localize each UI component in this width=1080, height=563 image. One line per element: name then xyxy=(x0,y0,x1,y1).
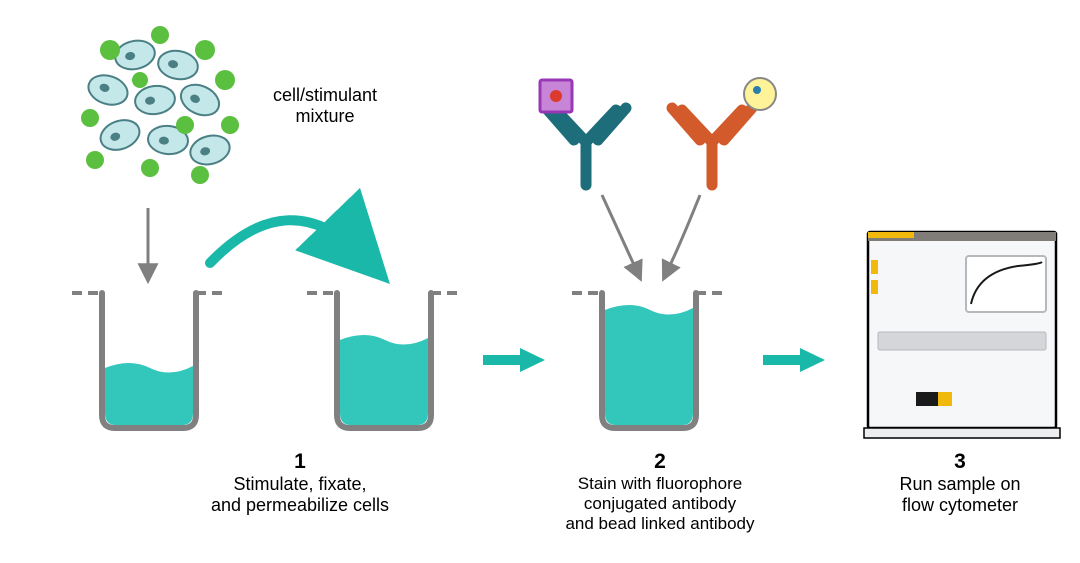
step2-label: 2 Stain with fluorophoreconjugated antib… xyxy=(530,450,790,534)
cell-mix-text: cell/stimulantmixture xyxy=(273,85,377,126)
step3-number: 3 xyxy=(954,450,966,473)
flow-cytometer-icon xyxy=(864,232,1060,438)
arrow-step-a-icon xyxy=(483,348,545,372)
step1-number: 1 xyxy=(294,450,306,473)
step2-text: Stain with fluorophoreconjugated antibod… xyxy=(565,474,754,533)
step1-text: Stimulate, fixate,and permeabilize cells xyxy=(211,474,389,515)
well-3-icon xyxy=(572,293,726,428)
step3-text: Run sample onflow cytometer xyxy=(899,474,1020,515)
cell-mix-label: cell/stimulantmixture xyxy=(250,85,400,127)
ab-arrow-right-icon xyxy=(664,195,700,278)
ab-arrow-left-icon xyxy=(602,195,640,278)
arrow-step-b-icon xyxy=(763,348,825,372)
well-2-icon xyxy=(307,293,461,428)
cell-stimulant-cluster xyxy=(81,26,239,184)
step3-label: 3 Run sample onflow cytometer xyxy=(845,450,1075,516)
step2-number: 2 xyxy=(654,450,666,473)
curved-arrow-icon xyxy=(210,220,365,263)
well-1-icon xyxy=(72,293,226,428)
antibody-secondary-icon xyxy=(672,78,776,185)
step1-label: 1 Stimulate, fixate,and permeabilize cel… xyxy=(170,450,430,516)
antibody-primary-icon xyxy=(540,80,626,185)
